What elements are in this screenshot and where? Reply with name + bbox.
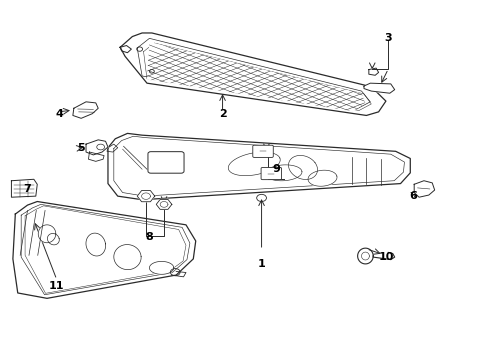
- Text: 3: 3: [384, 33, 391, 43]
- Text: 5: 5: [77, 143, 85, 153]
- Text: 6: 6: [408, 191, 416, 201]
- Polygon shape: [288, 156, 317, 179]
- Polygon shape: [363, 83, 394, 93]
- Polygon shape: [120, 33, 385, 116]
- Polygon shape: [137, 190, 155, 202]
- Polygon shape: [264, 165, 301, 181]
- Polygon shape: [114, 244, 141, 270]
- Polygon shape: [108, 134, 409, 200]
- FancyBboxPatch shape: [261, 167, 281, 180]
- Text: 1: 1: [257, 259, 265, 269]
- Polygon shape: [228, 152, 280, 176]
- Polygon shape: [413, 181, 434, 197]
- Polygon shape: [88, 152, 104, 161]
- Polygon shape: [307, 170, 336, 186]
- Text: 11: 11: [49, 281, 64, 291]
- Polygon shape: [38, 225, 56, 243]
- Text: 9: 9: [272, 164, 280, 174]
- FancyBboxPatch shape: [148, 152, 183, 173]
- Polygon shape: [47, 234, 59, 245]
- Text: 2: 2: [218, 109, 226, 119]
- Text: 10: 10: [377, 252, 393, 262]
- Polygon shape: [13, 202, 195, 298]
- FancyBboxPatch shape: [252, 145, 273, 157]
- Polygon shape: [368, 68, 378, 75]
- Polygon shape: [149, 261, 173, 274]
- Polygon shape: [86, 233, 105, 256]
- Polygon shape: [156, 199, 171, 210]
- Polygon shape: [86, 140, 108, 155]
- Polygon shape: [147, 42, 365, 111]
- Text: 4: 4: [55, 109, 63, 119]
- Polygon shape: [11, 179, 37, 197]
- Text: 7: 7: [23, 184, 31, 194]
- Text: 8: 8: [145, 232, 153, 242]
- Polygon shape: [73, 102, 98, 118]
